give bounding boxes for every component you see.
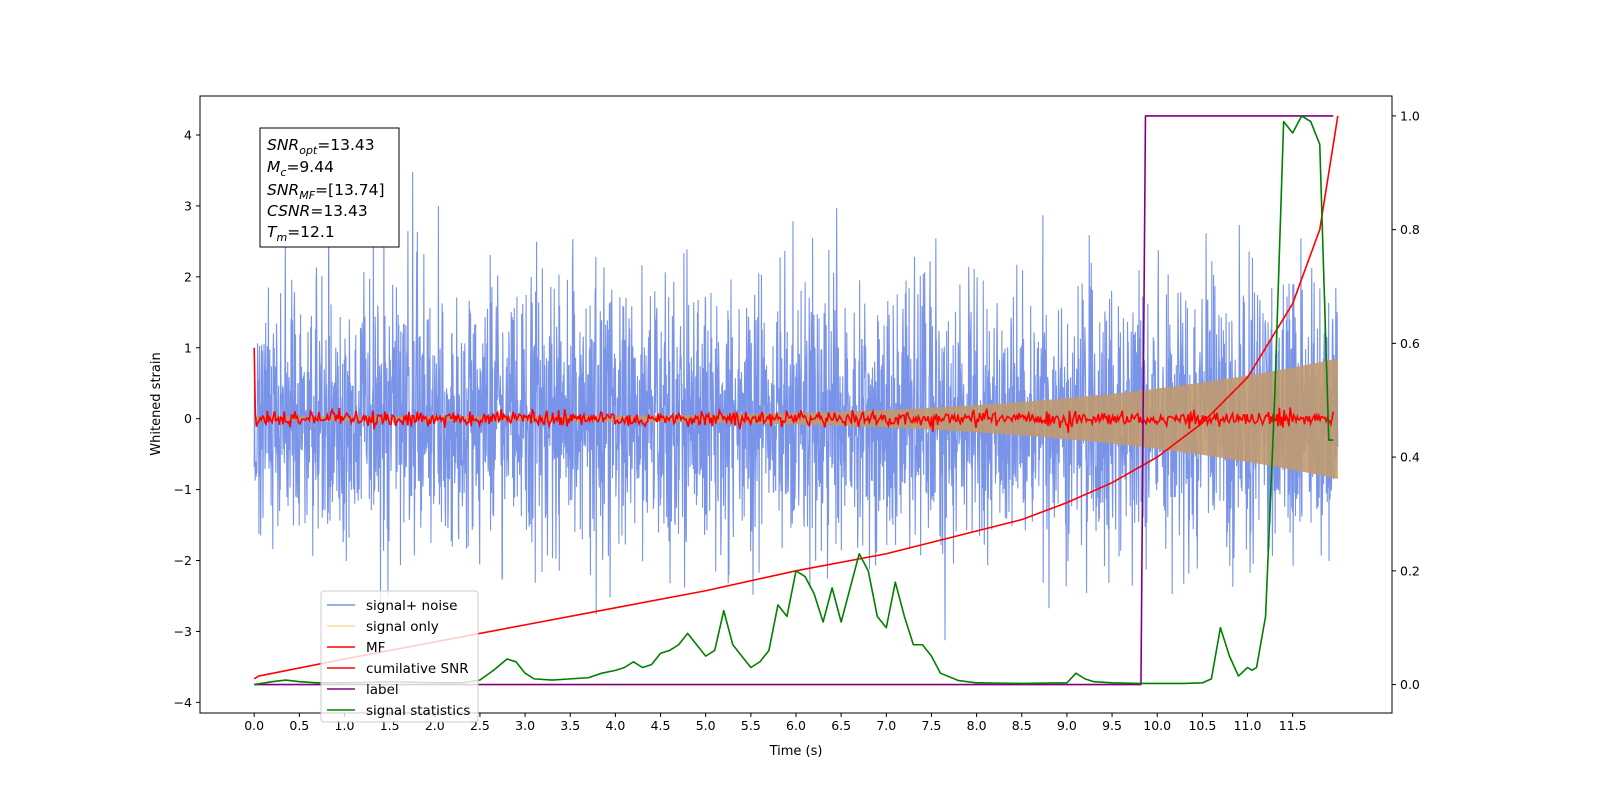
x-tick-label: 10.5 bbox=[1188, 718, 1216, 733]
legend-frame bbox=[320, 590, 479, 723]
annotation-snr-mf: SNRMF=[13.74] bbox=[267, 181, 385, 202]
x-tick-label: 7.5 bbox=[922, 718, 942, 733]
y-tick-label: −1 bbox=[174, 482, 192, 497]
x-tick-label: 4.5 bbox=[651, 718, 671, 733]
stats-annotation-box: SNRopt=13.43 Mc=9.44 SNRMF=[13.74] CSNR=… bbox=[259, 127, 400, 248]
legend-signal-statistics-label: signal statistics bbox=[366, 703, 470, 719]
legend-label-label: label bbox=[366, 682, 399, 698]
legend: signal+ noise signal only MF cumilative SNR… bbox=[320, 590, 479, 723]
x-tick-label: 6.5 bbox=[831, 718, 851, 733]
annotation-mc: Mc=9.44 bbox=[267, 158, 334, 179]
annotation-tm: Tm=12.1 bbox=[267, 223, 335, 244]
x-tick-label: 6.0 bbox=[786, 718, 806, 733]
annotation-csnr: CSNR=13.43 bbox=[267, 202, 368, 220]
series-label-line bbox=[254, 115, 1334, 686]
x-axis-label: Time (s) bbox=[769, 744, 823, 759]
y-tick-label: 0 bbox=[184, 411, 192, 426]
legend-signal-noise-label: signal+ noise bbox=[366, 598, 457, 614]
x-tick-label: 11.5 bbox=[1279, 718, 1307, 733]
x-tick-label: 9.0 bbox=[1057, 718, 1077, 733]
x-tick-label: 9.5 bbox=[1102, 718, 1122, 733]
x-tick-label: 11.0 bbox=[1234, 718, 1262, 733]
annotation-snr-opt: SNRopt=13.43 bbox=[267, 136, 375, 157]
y-tick-label: −3 bbox=[174, 624, 192, 639]
annotation-frame bbox=[259, 127, 400, 248]
x-tick-label: 7.0 bbox=[876, 718, 896, 733]
x-tick-label: 4.0 bbox=[605, 718, 625, 733]
x-tick-label: 0.5 bbox=[289, 718, 309, 733]
y-tick-label: −4 bbox=[174, 695, 192, 710]
y-tick-label: 3 bbox=[184, 198, 192, 213]
y2-tick-label: 0.8 bbox=[1400, 222, 1420, 237]
y2-tick-label: 0.0 bbox=[1400, 677, 1420, 692]
x-tick-label: 8.0 bbox=[967, 718, 987, 733]
y-axis-ticks: −4 −3 −2 −1 0 1 2 3 4 bbox=[174, 128, 200, 710]
x-tick-label: 3.0 bbox=[515, 718, 535, 733]
x-tick-label: 5.5 bbox=[741, 718, 761, 733]
y-tick-label: 4 bbox=[184, 128, 192, 143]
y2-tick-label: 0.4 bbox=[1400, 450, 1420, 465]
y2-axis-ticks: 0.0 0.2 0.4 0.6 0.8 1.0 bbox=[1392, 108, 1420, 692]
y2-tick-label: 0.2 bbox=[1400, 563, 1420, 578]
y2-tick-label: 1.0 bbox=[1400, 108, 1420, 123]
y-tick-label: 1 bbox=[184, 340, 192, 355]
series-mf-line bbox=[253, 347, 1335, 433]
x-tick-label: 10.0 bbox=[1143, 718, 1171, 733]
y-tick-label: 2 bbox=[184, 269, 192, 284]
x-tick-label: 8.5 bbox=[1012, 718, 1032, 733]
x-tick-label: 3.5 bbox=[560, 718, 580, 733]
legend-mf-label: MF bbox=[366, 640, 385, 656]
y2-tick-label: 0.6 bbox=[1400, 336, 1420, 351]
series-signal-statistics-line bbox=[254, 115, 1334, 686]
legend-cumilative-snr-label: cumilative SNR bbox=[366, 661, 469, 677]
y-tick-label: −2 bbox=[174, 553, 192, 568]
legend-items: signal+ noise signal only MF cumilative SNR… bbox=[327, 598, 470, 719]
y-axis-label: Whitened strain bbox=[149, 352, 164, 455]
x-tick-label: 0.0 bbox=[244, 718, 264, 733]
legend-signal-only-label: signal only bbox=[366, 619, 439, 635]
x-tick-label: 5.0 bbox=[696, 718, 716, 733]
